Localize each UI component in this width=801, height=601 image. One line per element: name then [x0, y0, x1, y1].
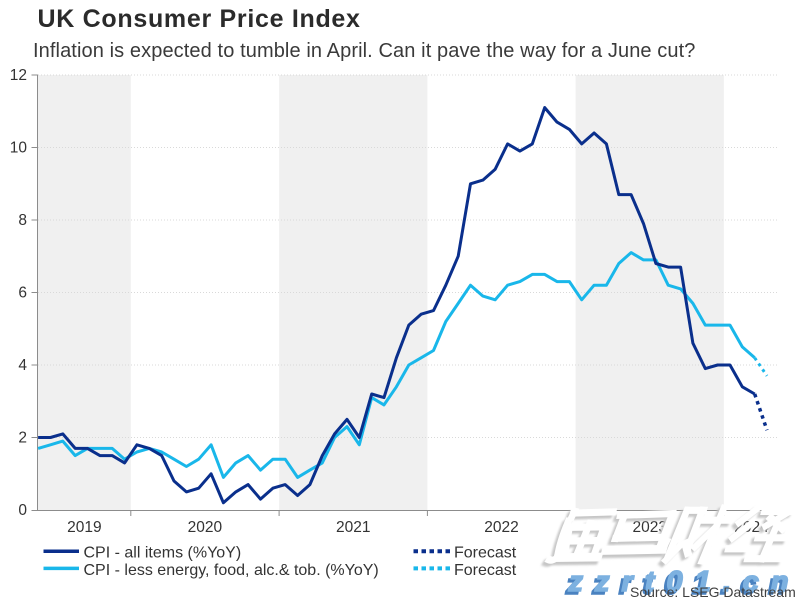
- svg-text:2: 2: [18, 430, 27, 447]
- svg-text:Forecast: Forecast: [454, 545, 517, 562]
- svg-text:CPI - all items (%YoY): CPI - all items (%YoY): [84, 545, 242, 562]
- svg-text:10: 10: [10, 140, 28, 157]
- svg-text:zzrt01.cn: zzrt01.cn: [568, 566, 801, 598]
- svg-text:Source: LSEG Datastream: Source: LSEG Datastream: [630, 584, 796, 600]
- svg-text:0: 0: [18, 502, 27, 519]
- svg-text:2021: 2021: [336, 519, 370, 536]
- svg-text:12: 12: [10, 67, 27, 84]
- svg-text:CPI - less energy, food, alc.&: CPI - less energy, food, alc.& tob. (%Yo…: [84, 562, 379, 579]
- svg-text:Forecast: Forecast: [454, 562, 517, 579]
- svg-text:2023: 2023: [632, 519, 666, 536]
- svg-text:6: 6: [18, 285, 27, 302]
- svg-text:2022: 2022: [484, 519, 518, 536]
- svg-text:8: 8: [18, 212, 27, 229]
- svg-text:4: 4: [18, 357, 27, 374]
- svg-text:2020: 2020: [188, 519, 223, 536]
- svg-text:2019: 2019: [67, 519, 101, 536]
- svg-text:zzrt01.cn: zzrt01.cn: [565, 569, 798, 601]
